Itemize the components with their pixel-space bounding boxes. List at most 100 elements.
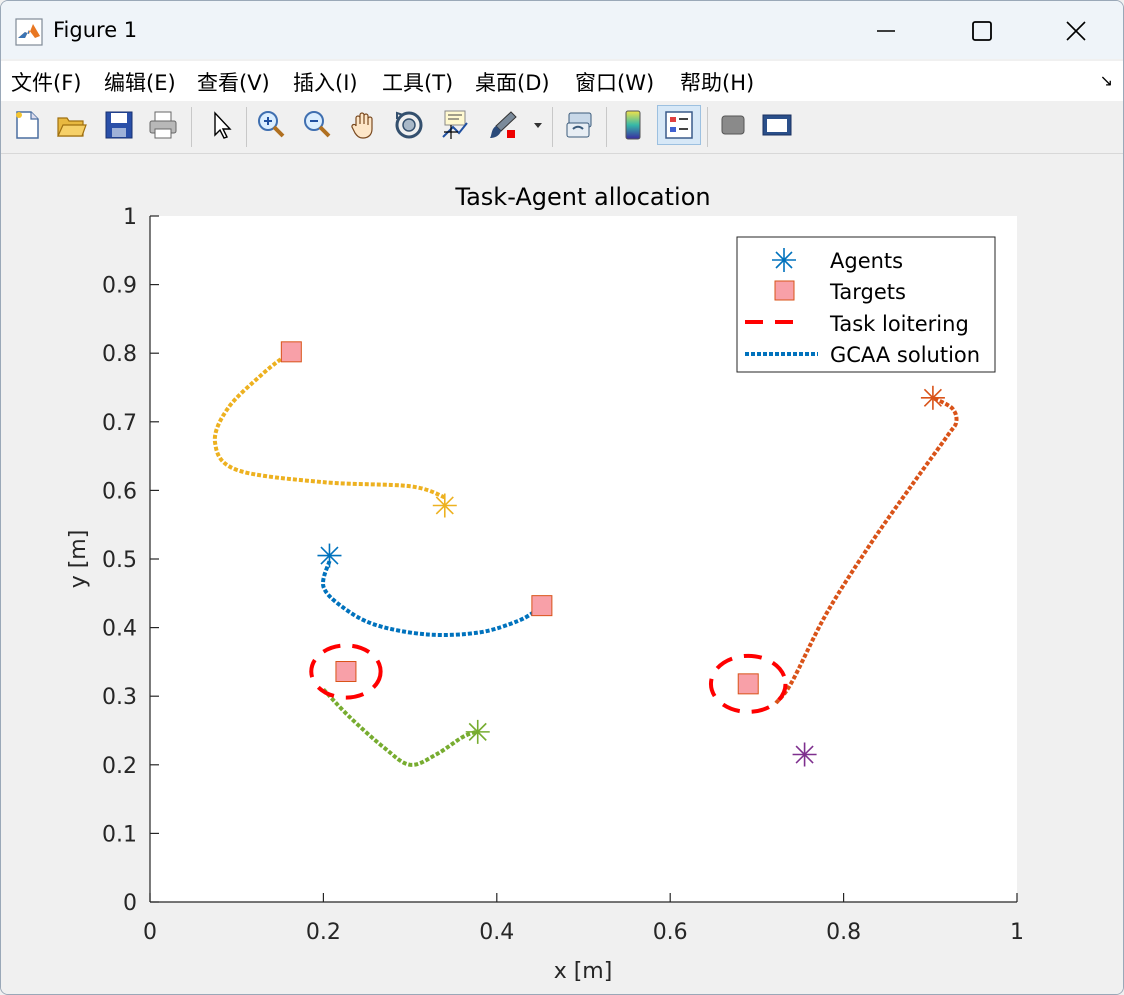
y-tick-label: 0.3 bbox=[102, 685, 137, 710]
legend-target-marker bbox=[774, 280, 795, 301]
menu-insert[interactable]: 插入(I) bbox=[293, 71, 358, 95]
brush-dropdown-button[interactable] bbox=[528, 105, 548, 145]
zoom-out-button[interactable] bbox=[299, 105, 335, 145]
link-plot-icon bbox=[566, 112, 592, 138]
data-cursor-icon bbox=[442, 110, 468, 139]
link-plot-button[interactable] bbox=[561, 105, 597, 145]
agent-marker-stroke bbox=[795, 745, 814, 764]
menu-bar bbox=[1, 61, 1123, 101]
y-tick-label: 0.2 bbox=[102, 754, 137, 779]
maximize-icon bbox=[972, 21, 992, 41]
matlab-logo-icon bbox=[15, 18, 43, 46]
open-file-button[interactable] bbox=[53, 105, 89, 145]
legend-agents-label: Agents bbox=[830, 249, 903, 273]
menu-view[interactable]: 查看(V) bbox=[197, 71, 270, 95]
legend[interactable]: Agents Targets Task loitering GCAA solut… bbox=[736, 236, 996, 373]
legend-targets-label: Targets bbox=[829, 280, 906, 304]
chevron-down-icon bbox=[534, 123, 542, 128]
agent-marker bbox=[465, 719, 490, 744]
window-title: Figure 1 bbox=[53, 18, 138, 42]
loiter-circle bbox=[309, 643, 383, 700]
agent-marker-stroke bbox=[320, 546, 339, 565]
gcaa-path bbox=[321, 560, 540, 637]
x-tick-label: 0.6 bbox=[653, 920, 688, 945]
pan-hand-icon bbox=[351, 112, 373, 139]
print-icon bbox=[149, 111, 177, 139]
legend-button[interactable] bbox=[657, 105, 701, 145]
show-plot-tools-icon bbox=[762, 114, 792, 136]
legend-gcaa-label: GCAA solution bbox=[830, 343, 980, 367]
y-tick-label: 0.9 bbox=[102, 274, 137, 299]
pan-button[interactable] bbox=[346, 105, 382, 145]
title-bar: Figure 1 bbox=[1, 1, 1123, 59]
agent-marker-stroke bbox=[468, 722, 487, 741]
agent-marker bbox=[432, 493, 457, 518]
pointer-button[interactable] bbox=[203, 105, 239, 145]
save-icon bbox=[105, 111, 133, 139]
y-tick-label: 0.5 bbox=[102, 548, 137, 573]
brush-button[interactable] bbox=[485, 105, 521, 145]
x-tick-label: 0.4 bbox=[479, 920, 514, 945]
x-tick-label: 0.2 bbox=[306, 920, 341, 945]
x-axis-label: x [m] bbox=[554, 959, 613, 984]
agent-marker-stroke bbox=[923, 388, 942, 407]
hide-plot-tools-button[interactable] bbox=[715, 105, 751, 145]
minimize-button[interactable] bbox=[863, 11, 909, 51]
y-tick-label: 1 bbox=[123, 205, 137, 230]
colorbar-icon bbox=[625, 110, 641, 140]
print-button[interactable] bbox=[145, 105, 181, 145]
menu-tools[interactable]: 工具(T) bbox=[382, 71, 454, 95]
legend-loitering-label: Task loitering bbox=[829, 312, 969, 336]
legend-icon bbox=[665, 111, 693, 139]
new-figure-button[interactable] bbox=[9, 105, 45, 145]
target-marker bbox=[280, 341, 302, 363]
toolbar bbox=[1, 101, 1123, 154]
menu-help[interactable]: 帮助(H) bbox=[680, 71, 755, 95]
menu-collapse-arrow[interactable]: ↘ bbox=[1099, 71, 1113, 90]
zoom-in-icon bbox=[258, 111, 285, 138]
rotate-3d-icon bbox=[395, 111, 423, 139]
gcaa-path bbox=[212, 352, 446, 500]
open-file-icon bbox=[57, 117, 87, 137]
toolbar-separator bbox=[552, 107, 553, 147]
agent-marker-stroke bbox=[435, 496, 454, 515]
show-plot-tools-button[interactable] bbox=[759, 105, 795, 145]
menu-file[interactable]: 文件(F) bbox=[11, 71, 82, 95]
minimize-icon bbox=[877, 30, 895, 32]
toolbar-separator bbox=[191, 107, 192, 147]
close-button[interactable] bbox=[1053, 11, 1099, 51]
save-button[interactable] bbox=[101, 105, 137, 145]
chart-title: Task-Agent allocation bbox=[454, 183, 710, 211]
rotate-3d-button[interactable] bbox=[391, 105, 427, 145]
x-tick-label: 1 bbox=[1010, 920, 1024, 945]
data-cursor-button[interactable] bbox=[437, 105, 473, 145]
toolbar-separator bbox=[246, 107, 247, 147]
close-icon bbox=[1066, 21, 1086, 41]
target-marker bbox=[335, 661, 357, 683]
y-tick-label: 0.7 bbox=[102, 411, 137, 436]
menu-desktop[interactable]: 桌面(D) bbox=[475, 71, 550, 95]
x-tick-label: 0.8 bbox=[826, 920, 861, 945]
toolbar-separator bbox=[606, 107, 607, 147]
target-marker bbox=[737, 673, 759, 695]
colorbar-button[interactable] bbox=[615, 105, 651, 145]
agent-marker bbox=[317, 543, 342, 568]
target-marker bbox=[531, 595, 553, 617]
agent-marker bbox=[792, 742, 817, 767]
y-tick-label: 0.6 bbox=[102, 479, 137, 504]
x-tick-label: 0 bbox=[143, 920, 157, 945]
y-tick-label: 0.1 bbox=[102, 822, 137, 847]
menu-window[interactable]: 窗口(W) bbox=[575, 71, 655, 95]
gcaa-path bbox=[774, 395, 959, 705]
brush-icon bbox=[490, 111, 517, 138]
toolbar-separator bbox=[707, 107, 708, 147]
menu-edit[interactable]: 编辑(E) bbox=[104, 71, 176, 95]
y-tick-label: 0.4 bbox=[102, 617, 137, 642]
loiter-circle bbox=[708, 653, 788, 714]
zoom-in-button[interactable] bbox=[253, 105, 289, 145]
hide-plot-tools-icon bbox=[721, 115, 745, 135]
new-figure-icon bbox=[16, 111, 39, 139]
maximize-button[interactable] bbox=[959, 11, 1005, 51]
zoom-out-icon bbox=[304, 111, 331, 138]
